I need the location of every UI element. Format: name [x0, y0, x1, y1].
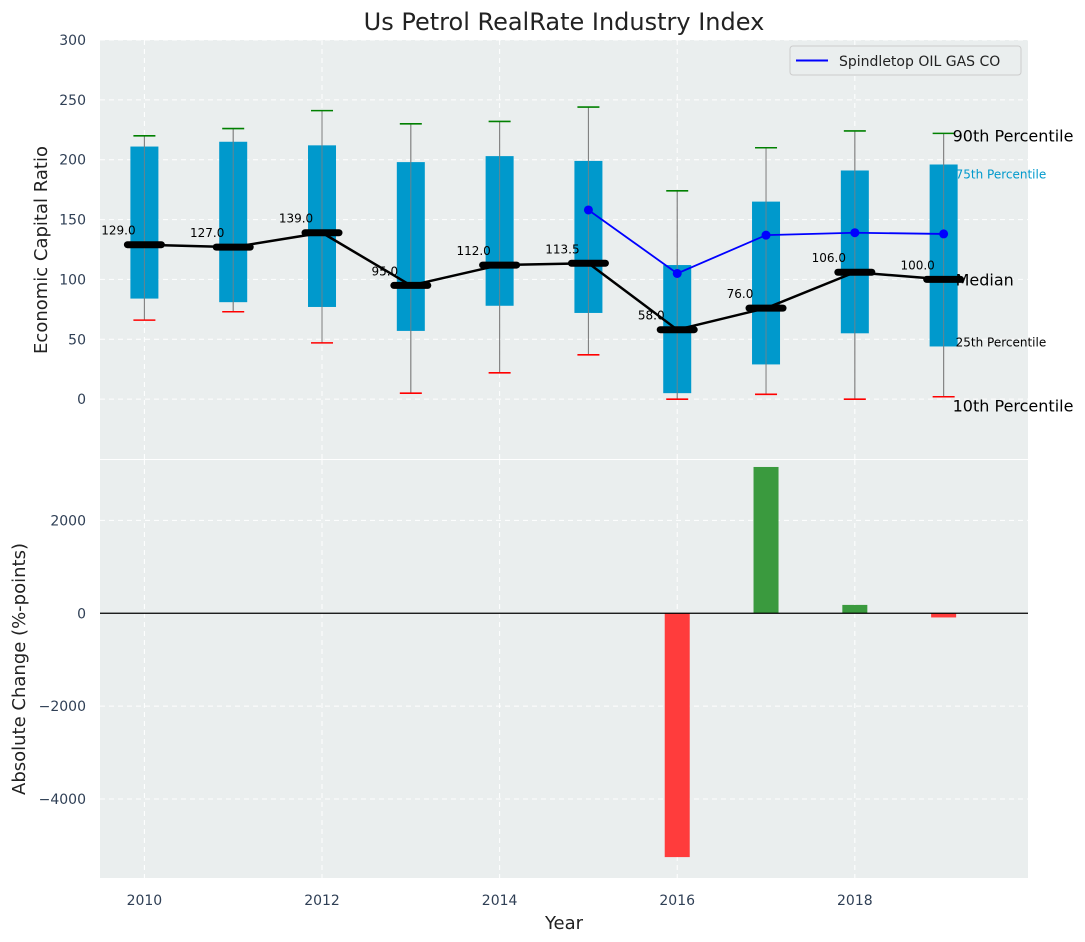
median-value-label: 95.0: [371, 264, 398, 278]
median-value-label: 100.0: [900, 258, 934, 272]
x-tick-label: 2016: [659, 893, 695, 909]
bottom-y-tick-label: −4000: [39, 792, 86, 808]
bottom-y-tick-label: 0: [77, 606, 86, 622]
annotation-p10: 10th Percentile: [953, 397, 1074, 416]
median-line: [144, 231, 944, 332]
change-bar: [753, 466, 779, 614]
bottom-y-axis-label: Absolute Change (%-points): [9, 543, 30, 795]
top-y-tick-label: 50: [68, 332, 86, 348]
company-point: [939, 229, 949, 239]
change-bar: [664, 613, 690, 858]
median-value-label: 76.0: [727, 287, 754, 301]
legend: Spindletop OIL GAS CO: [789, 45, 1022, 76]
change-bar: [931, 613, 957, 618]
bottom-plot-area: [100, 460, 1028, 878]
annotation-p25: 25th Percentile: [956, 335, 1047, 349]
median-value-label: 139.0: [279, 212, 313, 226]
company-point: [761, 230, 771, 240]
top-y-tick-label: 300: [59, 33, 86, 49]
chart-title: Us Petrol RealRate Industry Index: [364, 8, 765, 36]
annotation-p90: 90th Percentile: [953, 126, 1074, 145]
median-value-label: 58.0: [638, 309, 665, 323]
legend-box: [789, 45, 1022, 76]
top-y-tick-label: 100: [59, 272, 86, 288]
median-value-label: 127.0: [190, 226, 224, 240]
bottom-y-tick-label: −2000: [39, 699, 86, 715]
x-tick-label: 2018: [837, 893, 873, 909]
legend-label: Spindletop OIL GAS CO: [839, 54, 1000, 70]
company-point: [850, 228, 860, 238]
median-value-label: 113.5: [545, 242, 579, 256]
x-axis-label: Year: [544, 913, 584, 934]
top-plot-area: [100, 40, 1028, 459]
company-point: [672, 268, 682, 278]
median-value-label: 129.0: [101, 224, 135, 238]
x-tick-label: 2012: [304, 893, 340, 909]
top-y-axis-label: Economic Capital Ratio: [31, 146, 52, 354]
annotation-median: Median: [956, 270, 1014, 289]
top-y-tick-label: 0: [77, 392, 86, 408]
x-tick-label: 2014: [482, 893, 518, 909]
median-value-label: 112.0: [456, 244, 490, 258]
top-panel: 0 50 100 150 200 250 300 129.0 127.0 139.0 95.0 112…: [59, 33, 1073, 459]
change-bar: [842, 604, 868, 614]
top-y-tick-label: 150: [59, 213, 86, 229]
bottom-y-tick-label: 2000: [50, 513, 86, 529]
top-y-tick-label: 200: [59, 153, 86, 169]
bottom-panel: −4000 −2000 0 2000 2010 2012 2014 2016 2018: [39, 460, 1028, 909]
top-y-tick-label: 250: [59, 93, 86, 109]
company-point: [583, 205, 593, 215]
x-tick-label: 2010: [127, 893, 163, 909]
median-value-label: 106.0: [812, 251, 846, 265]
annotation-p75: 75th Percentile: [956, 168, 1047, 182]
